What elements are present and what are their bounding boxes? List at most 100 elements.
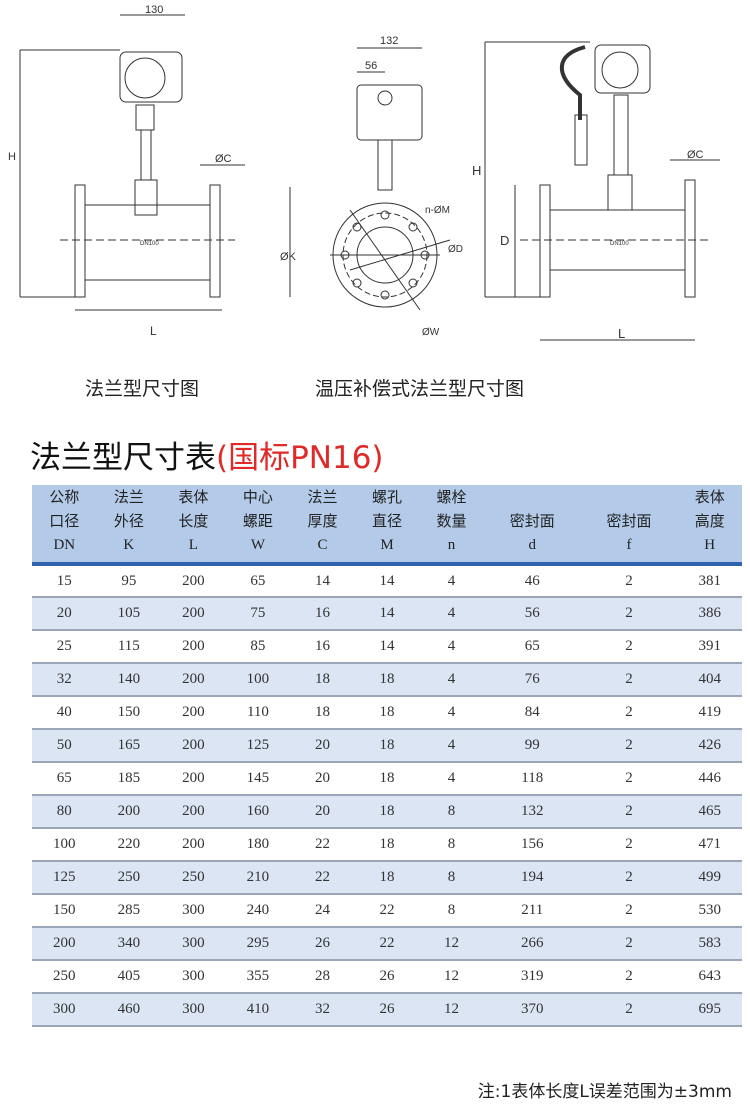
table-cell: 419 bbox=[677, 696, 742, 730]
table-cell: 99 bbox=[483, 729, 581, 763]
model-label-right: DN100 bbox=[610, 241, 629, 247]
table-cell: 25 bbox=[32, 630, 97, 664]
table-row: 300 460 300 410 32 26 12 370 2 695 bbox=[32, 993, 742, 1027]
table-cell: 12 bbox=[419, 927, 484, 961]
table-cell: 200 bbox=[161, 795, 226, 829]
table-cell: 32 bbox=[290, 993, 355, 1027]
table-row: 200 340 300 295 26 22 12 266 2 583 bbox=[32, 927, 742, 961]
dim-c-right: ØC bbox=[687, 149, 704, 161]
table-cell: 2 bbox=[580, 828, 678, 862]
dim-h-left: H bbox=[8, 151, 16, 163]
dim-l-left: L bbox=[150, 324, 157, 338]
table-cell: 65 bbox=[32, 762, 97, 796]
table-cell: 240 bbox=[225, 894, 291, 928]
table-cell: 145 bbox=[225, 762, 291, 796]
table-row: 250 405 300 355 28 26 12 319 2 643 bbox=[32, 960, 742, 994]
table-row: 32 140 200 100 18 18 4 76 2 404 bbox=[32, 663, 742, 697]
table-cell: 156 bbox=[483, 828, 581, 862]
table-row: 100 220 200 180 22 18 8 156 2 471 bbox=[32, 828, 742, 862]
header-line2: 密封面 bbox=[606, 512, 652, 530]
table-cell: 15 bbox=[32, 564, 97, 598]
table-cell: 460 bbox=[96, 993, 162, 1027]
model-label-left: DN100 bbox=[140, 241, 159, 247]
column-header: 法兰 厚度 C bbox=[290, 485, 355, 566]
header-symbol: W bbox=[250, 537, 265, 553]
table-cell: 2 bbox=[580, 993, 678, 1027]
column-header: 表体 长度 L bbox=[161, 485, 226, 566]
table-cell: 200 bbox=[161, 663, 226, 697]
table-cell: 110 bbox=[225, 696, 291, 730]
header-line1: 表体 bbox=[178, 488, 209, 506]
table-cell: 446 bbox=[677, 762, 742, 796]
table-cell: 100 bbox=[225, 663, 291, 697]
table-cell: 14 bbox=[290, 564, 355, 598]
column-header: 中心 螺距 W bbox=[225, 485, 291, 566]
table-cell: 404 bbox=[677, 663, 742, 697]
header-line1: 法兰 bbox=[113, 488, 144, 506]
table-cell: 386 bbox=[677, 597, 742, 631]
table-cell: 12 bbox=[419, 993, 484, 1027]
table-cell: 150 bbox=[96, 696, 162, 730]
table-row: 50 165 200 125 20 18 4 99 2 426 bbox=[32, 729, 742, 763]
temp-pressure-compensated-drawing bbox=[484, 41, 720, 341]
table-cell: 4 bbox=[419, 696, 484, 730]
table-cell: 18 bbox=[290, 663, 355, 697]
table-cell: 8 bbox=[419, 828, 484, 862]
table-cell: 18 bbox=[354, 795, 420, 829]
table-cell: 200 bbox=[161, 696, 226, 730]
table-cell: 32 bbox=[32, 663, 97, 697]
flange-type-drawing bbox=[19, 14, 291, 311]
table-cell: 160 bbox=[225, 795, 291, 829]
table-cell: 200 bbox=[161, 597, 226, 631]
table-cell: 200 bbox=[161, 729, 226, 763]
table-cell: 2 bbox=[580, 960, 678, 994]
dim-56: 56 bbox=[365, 60, 377, 72]
table-cell: 355 bbox=[225, 960, 291, 994]
table-cell: 16 bbox=[290, 630, 355, 664]
table-cell: 14 bbox=[354, 630, 420, 664]
table-cell: 465 bbox=[677, 795, 742, 829]
column-header: 螺栓 数量 n bbox=[419, 485, 484, 566]
table-cell: 105 bbox=[96, 597, 162, 631]
column-header: 公称 口径 DN bbox=[32, 485, 97, 566]
table-cell: 300 bbox=[161, 960, 226, 994]
header-symbol: C bbox=[317, 537, 328, 553]
table-row: 125 250 250 210 22 18 8 194 2 499 bbox=[32, 861, 742, 895]
table-cell: 2 bbox=[580, 894, 678, 928]
table-cell: 26 bbox=[354, 993, 420, 1027]
header-line1: 法兰 bbox=[307, 488, 338, 506]
table-cell: 220 bbox=[96, 828, 162, 862]
column-header: 密封面 d bbox=[483, 485, 581, 566]
table-cell: 16 bbox=[290, 597, 355, 631]
table-cell: 125 bbox=[225, 729, 291, 763]
header-line1: 螺孔 bbox=[372, 488, 403, 506]
table-cell: 80 bbox=[32, 795, 97, 829]
table-cell: 18 bbox=[354, 663, 420, 697]
header-line2: 外径 bbox=[113, 512, 144, 530]
dim-h-right: H bbox=[472, 163, 481, 178]
header-line1: 螺栓 bbox=[436, 488, 467, 506]
dim-k: ØK bbox=[280, 251, 297, 263]
table-cell: 200 bbox=[161, 828, 226, 862]
header-symbol: DN bbox=[53, 537, 76, 553]
table-cell: 26 bbox=[354, 960, 420, 994]
table-cell: 381 bbox=[677, 564, 742, 598]
table-cell: 340 bbox=[96, 927, 162, 961]
table-cell: 18 bbox=[290, 696, 355, 730]
table-cell: 499 bbox=[677, 861, 742, 895]
table-cell: 285 bbox=[96, 894, 162, 928]
table-cell: 95 bbox=[96, 564, 162, 598]
table-cell: 2 bbox=[580, 564, 678, 598]
flange-drawing-caption: 法兰型尺寸图 bbox=[85, 378, 200, 400]
table-cell: 22 bbox=[354, 927, 420, 961]
table-cell: 22 bbox=[354, 894, 420, 928]
flange-side-view-drawing bbox=[330, 47, 451, 311]
table-cell: 4 bbox=[419, 564, 484, 598]
table-cell: 471 bbox=[677, 828, 742, 862]
header-line1: 中心 bbox=[242, 488, 273, 506]
dim-d-right: D bbox=[500, 233, 509, 248]
table-cell: 319 bbox=[483, 960, 581, 994]
table-cell: 18 bbox=[354, 861, 420, 895]
header-line2: 口径 bbox=[49, 512, 80, 530]
table-cell: 194 bbox=[483, 861, 581, 895]
